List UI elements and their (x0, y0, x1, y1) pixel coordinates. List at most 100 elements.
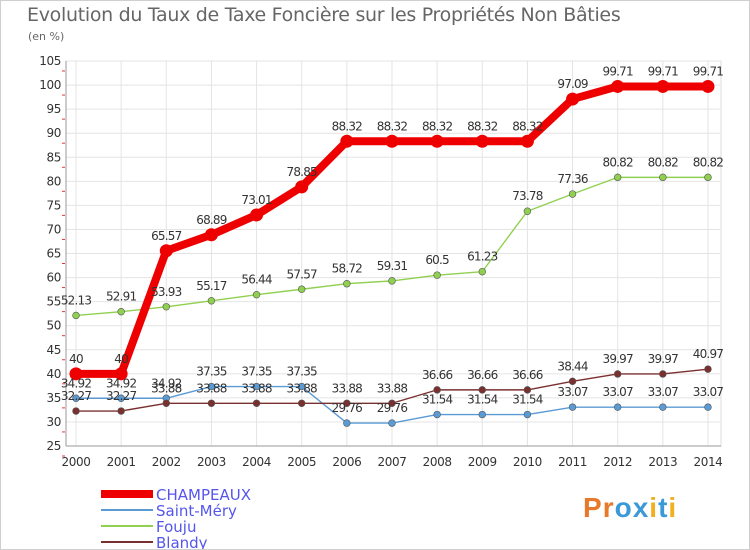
data-point (613, 370, 622, 378)
data-label: 99.71 (693, 64, 724, 78)
data-point (659, 173, 667, 182)
data-point (117, 407, 125, 415)
y-tick-label: 50 (47, 319, 61, 333)
data-label: 57.57 (287, 267, 318, 281)
y-tick-label: 75 (47, 198, 61, 212)
x-tick-label: 2013 (648, 455, 677, 469)
data-point (298, 382, 306, 391)
data-point (659, 403, 667, 411)
data-label: 99.71 (648, 64, 679, 78)
data-point (656, 79, 670, 93)
data-label: 37.35 (241, 365, 272, 379)
data-point (523, 410, 532, 419)
data-label: 52.91 (106, 290, 137, 304)
data-point (159, 244, 173, 258)
data-point (162, 303, 170, 311)
grid-layer (65, 60, 722, 447)
data-point (69, 367, 83, 381)
data-point (704, 173, 712, 182)
data-point (613, 173, 622, 182)
x-tick-label: 2011 (558, 455, 587, 469)
data-label: 32.27 (61, 389, 92, 403)
data-label: 61.23 (467, 250, 498, 264)
y-tick-label: 40 (47, 367, 61, 381)
data-point (204, 228, 218, 242)
data-point (433, 271, 441, 279)
y-tick-label: 105 (39, 54, 61, 68)
data-label: 33.07 (603, 385, 634, 399)
data-label: 40.97 (693, 347, 724, 361)
data-point (478, 410, 486, 419)
y-tick-label: 25 (47, 439, 61, 453)
data-label: 59.31 (377, 259, 408, 273)
data-point (207, 382, 216, 391)
data-label: 55.17 (196, 279, 227, 293)
data-label: 33.88 (241, 381, 272, 395)
data-label: 60.5 (425, 253, 449, 267)
data-label: 80.82 (693, 155, 724, 169)
data-point (72, 407, 80, 415)
data-point (388, 419, 396, 427)
data-label: 29.76 (332, 401, 363, 415)
data-label: 78.85 (287, 165, 318, 179)
data-label: 29.76 (377, 401, 408, 415)
y-tick-label: 55 (47, 295, 61, 309)
y-tick-label: 85 (47, 150, 61, 164)
data-label: 65.57 (151, 229, 182, 243)
y-tick-label: 100 (39, 78, 61, 92)
data-label: 34.92 (151, 376, 182, 390)
x-tick-label: 2005 (287, 455, 316, 469)
proxiti-logo: Proxiti (583, 492, 676, 523)
data-point (340, 134, 354, 148)
x-tick-label: 2009 (468, 455, 497, 469)
data-point (207, 399, 216, 407)
data-point (568, 403, 577, 411)
data-label: 36.66 (422, 368, 453, 382)
data-label: 73.01 (241, 193, 272, 207)
data-label: 37.35 (287, 365, 318, 379)
data-point (433, 410, 441, 419)
data-label: 36.66 (512, 368, 543, 382)
data-label: 33.07 (693, 385, 724, 399)
data-label: 80.82 (603, 155, 634, 169)
data-label: 37.35 (196, 365, 227, 379)
y-tick-label: 95 (47, 102, 61, 116)
data-label: 88.32 (512, 119, 543, 133)
data-point (72, 394, 80, 402)
y-tick-label: 65 (47, 247, 61, 261)
x-tick-label: 2001 (107, 455, 136, 469)
data-label: 33.88 (287, 381, 318, 395)
legend-label: Fouju (156, 518, 196, 536)
chart-title: Evolution du Taux de Taxe Foncière sur l… (27, 4, 621, 26)
data-point (298, 285, 306, 293)
data-point (117, 307, 125, 316)
data-point (659, 370, 667, 378)
data-label: 31.54 (467, 393, 498, 407)
data-point (704, 403, 712, 411)
data-label: 31.54 (422, 393, 453, 407)
data-point (611, 79, 625, 93)
data-label: 97.09 (557, 77, 588, 91)
data-label: 36.66 (467, 368, 498, 382)
y-tick-label: 45 (47, 343, 61, 357)
data-label: 39.97 (603, 352, 634, 366)
data-label: 73.78 (512, 189, 543, 203)
data-point (298, 399, 306, 407)
legend-label: CHAMPEAUX (156, 486, 251, 504)
y-tick-label: 30 (47, 415, 61, 429)
data-label: 88.32 (422, 119, 453, 133)
x-tick-label: 2000 (62, 455, 91, 469)
y-tick-label: 35 (47, 391, 61, 405)
data-point (475, 134, 489, 148)
data-label-layer: 40 40 65.57 68.89 73.01 78.85 88.32 88.32 88.32 8… (61, 64, 724, 415)
y-tick-label: 80 (47, 174, 61, 188)
x-tick-label: 2006 (332, 455, 361, 469)
data-point (478, 386, 486, 394)
data-label: 32.27 (106, 389, 137, 403)
data-point (343, 399, 351, 407)
data-point (343, 280, 351, 288)
data-point (388, 399, 396, 407)
y-unit-label: (en %) (28, 30, 65, 43)
